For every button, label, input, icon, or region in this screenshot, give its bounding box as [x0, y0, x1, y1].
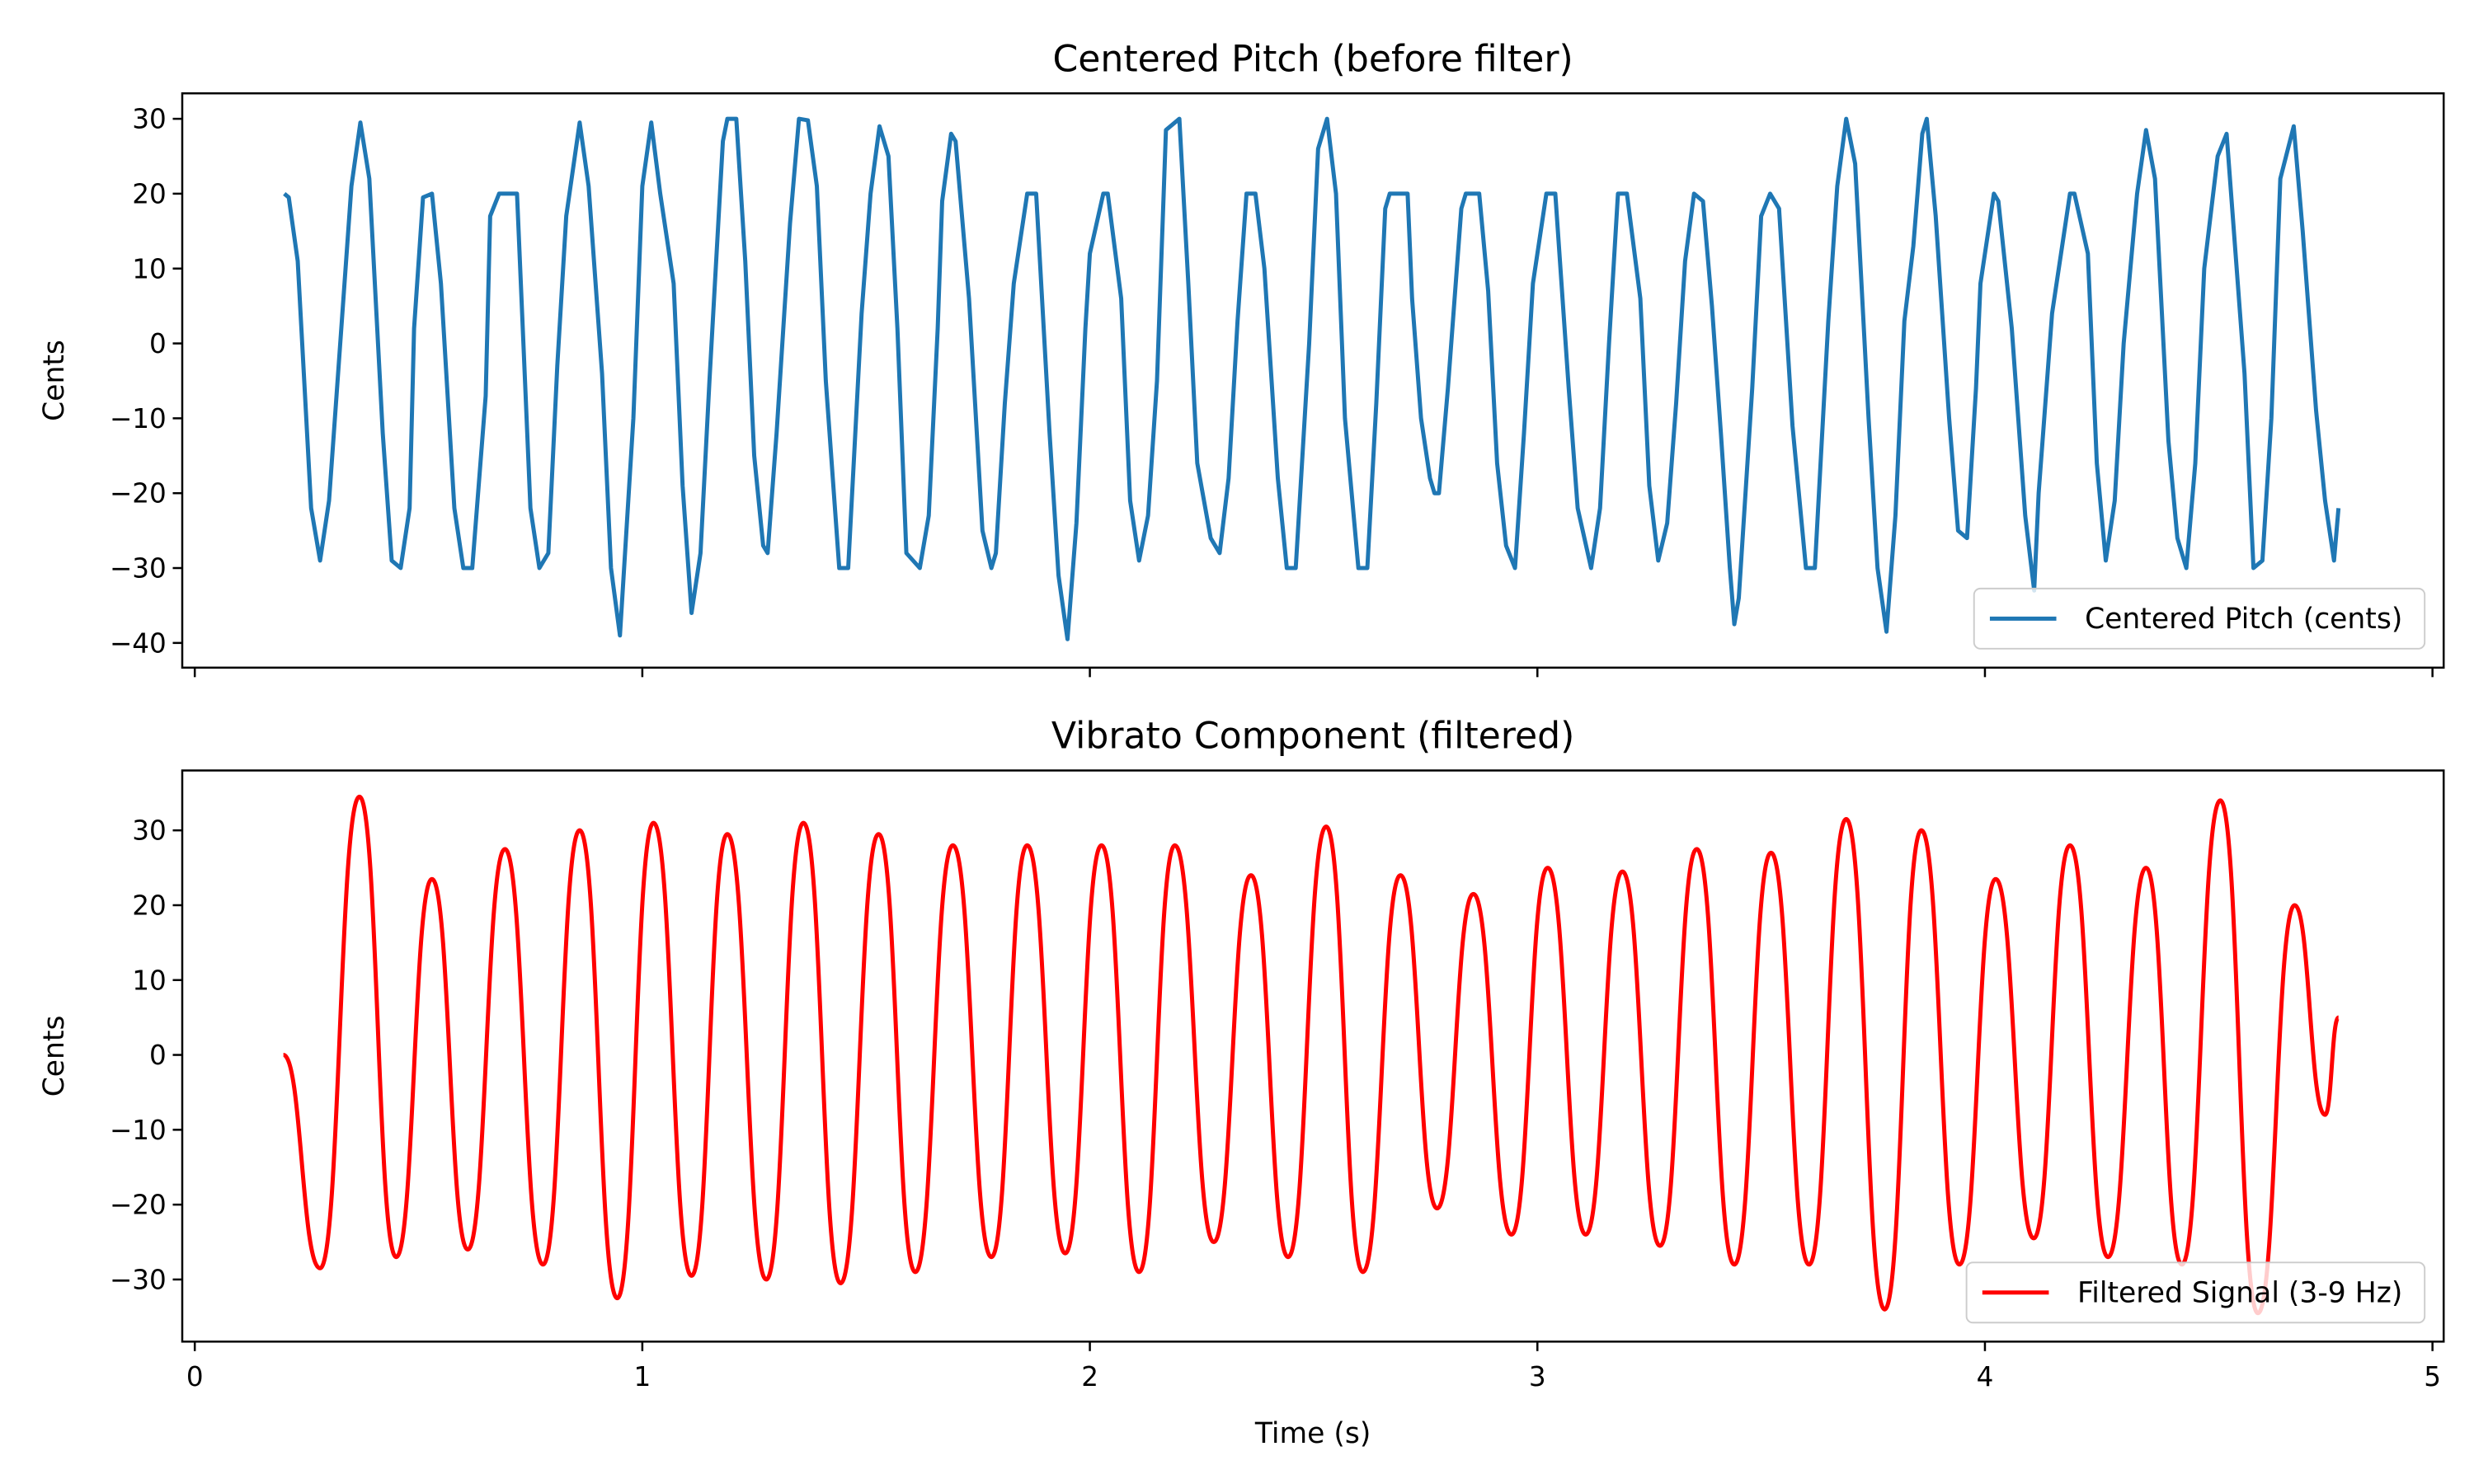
y-tick-label: −10 — [110, 403, 167, 434]
data-line — [282, 794, 2341, 1316]
y-tick-label: −40 — [110, 627, 167, 659]
plot-frame — [181, 769, 2445, 1343]
y-tick-label: 30 — [132, 815, 167, 847]
y-tick-label: −10 — [110, 1115, 167, 1146]
legend-label: Centered Pitch (cents) — [2085, 603, 2402, 636]
y-tick-label: 0 — [149, 1040, 167, 1071]
chart-title: Centered Pitch (before filter) — [1052, 38, 1573, 80]
y-tick-label: −20 — [110, 478, 167, 510]
y-axis-label: Cents — [38, 340, 71, 421]
legend: Filtered Signal (3-9 Hz) — [1965, 1261, 2426, 1324]
y-tick-label: −20 — [110, 1190, 167, 1221]
y-tick-label: 20 — [132, 178, 167, 209]
x-tick-label: 0 — [186, 1361, 204, 1392]
chart-title: Vibrato Component (filtered) — [1051, 716, 1574, 758]
y-axis-label: Cents — [38, 1016, 71, 1097]
y-tick-label: −30 — [110, 553, 167, 585]
y-tick-label: 0 — [149, 328, 167, 359]
x-tick-label: 1 — [634, 1361, 651, 1392]
x-tick-label: 5 — [2424, 1361, 2441, 1392]
y-tick-label: 10 — [132, 253, 167, 284]
x-tick-label: 4 — [1977, 1361, 1994, 1392]
y-tick-label: −30 — [110, 1264, 167, 1295]
x-tick-label: 2 — [1081, 1361, 1098, 1392]
legend-box — [1965, 1261, 2426, 1324]
y-tick-label: 20 — [132, 890, 167, 921]
legend: Centered Pitch (cents) — [1973, 587, 2426, 650]
data-line — [283, 116, 2341, 641]
legend-box — [1973, 587, 2426, 650]
x-tick-label: 3 — [1529, 1361, 1546, 1392]
legend-label: Filtered Signal (3-9 Hz) — [2077, 1276, 2402, 1309]
x-axis-label: Time (s) — [1254, 1417, 1371, 1450]
y-tick-label: 30 — [132, 104, 167, 135]
y-tick-label: 10 — [132, 965, 167, 996]
plot-frame — [181, 92, 2445, 669]
